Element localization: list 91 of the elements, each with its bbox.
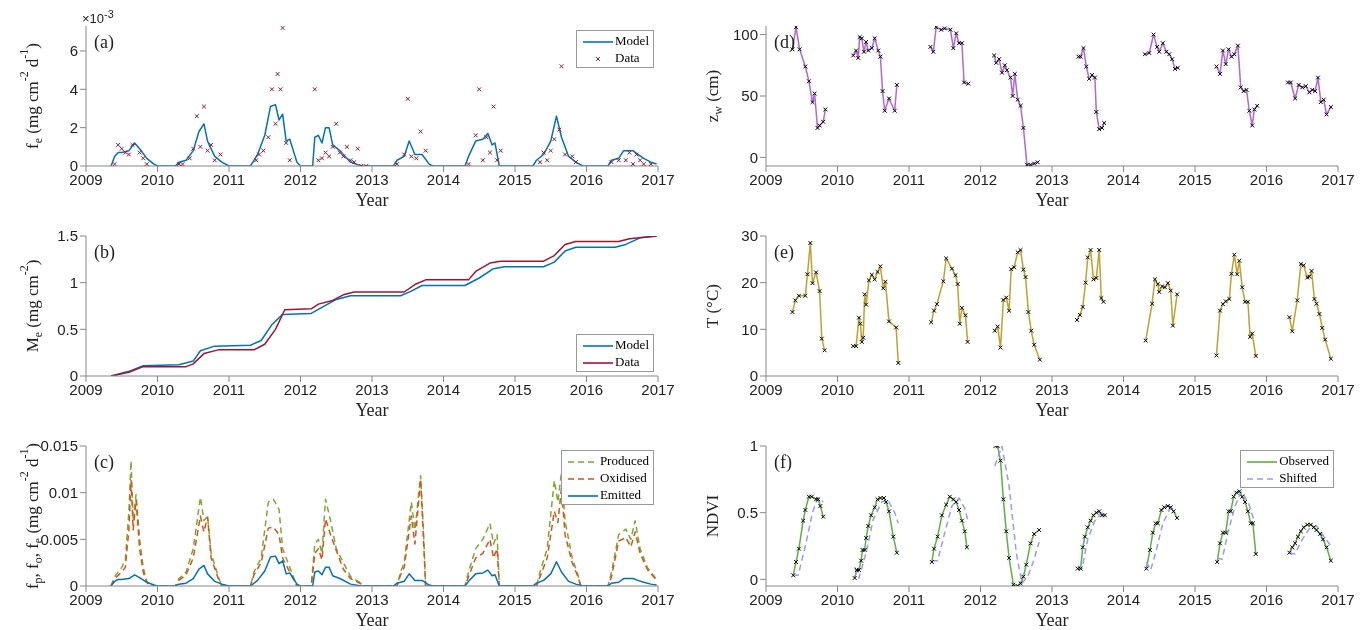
x-axis-title: Year xyxy=(1035,610,1069,630)
x-tick-label: 2011 xyxy=(212,590,246,608)
y-tick-label: 0 xyxy=(749,148,758,166)
y-tick-label: 1 xyxy=(69,273,78,291)
y-tick-label: 2 xyxy=(69,118,78,136)
y-tick-label: 0.01 xyxy=(48,483,78,501)
x-tick-label: 2010 xyxy=(140,170,175,188)
y-tick-label: 100 xyxy=(732,25,758,43)
y-axis-title: T (°C) xyxy=(703,284,722,328)
y-axis-title: NDVI xyxy=(703,494,722,538)
x-tick-label: 2013 xyxy=(1035,380,1069,398)
x-axis-title: Year xyxy=(1035,190,1069,210)
x-tick-label: 2015 xyxy=(498,380,532,398)
x-tick-label: 2013 xyxy=(1035,170,1069,188)
x-tick-label: 2016 xyxy=(1249,170,1284,188)
legend-label: Model xyxy=(615,33,649,48)
annotation: (c) xyxy=(94,452,114,473)
x-tick-label: 2010 xyxy=(140,380,175,398)
annotation: (e) xyxy=(774,242,794,263)
x-tick-label: 2017 xyxy=(641,590,675,608)
x-tick-label: 2015 xyxy=(1178,590,1212,608)
x-tick-label: 2016 xyxy=(569,380,604,398)
legend-label: Produced xyxy=(599,453,649,468)
x-tick-label: 2016 xyxy=(1249,590,1284,608)
x-tick-label: 2014 xyxy=(426,590,461,608)
x-tick-label: 2014 xyxy=(1106,590,1141,608)
x-tick-label: 2013 xyxy=(355,590,389,608)
x-tick-label: 2017 xyxy=(641,170,675,188)
x-axis-title: Year xyxy=(355,190,389,210)
x-tick-label: 2010 xyxy=(820,380,855,398)
legend-label: Observed xyxy=(1279,453,1329,468)
x-tick-label: 2011 xyxy=(892,170,926,188)
x-tick-label: 2017 xyxy=(641,380,675,398)
x-axis-title: Year xyxy=(1035,400,1069,420)
x-tick-label: 2011 xyxy=(212,170,246,188)
x-tick-label: 2017 xyxy=(1321,380,1355,398)
annotation: (a) xyxy=(94,32,114,53)
y-tick-label: 50 xyxy=(741,87,758,105)
x-tick-label: 2015 xyxy=(498,170,532,188)
x-tick-label: 2014 xyxy=(426,380,461,398)
y-tick-label: 10 xyxy=(741,320,758,338)
y-tick-label: 0 xyxy=(749,570,758,588)
y-tick-label: 6 xyxy=(69,42,78,60)
x-tick-label: 2016 xyxy=(1249,380,1284,398)
x-tick-label: 2015 xyxy=(1178,170,1212,188)
legend-label: Data xyxy=(615,50,640,65)
y-tick-label: 20 xyxy=(741,273,758,291)
x-tick-label: 2017 xyxy=(1321,170,1355,188)
y-tick-label: 0.015 xyxy=(40,437,78,455)
x-tick-label: 2016 xyxy=(569,590,604,608)
y-tick-label: 1 xyxy=(749,437,758,455)
x-axis-title: Year xyxy=(355,400,389,420)
x-tick-label: 2012 xyxy=(963,590,998,608)
x-tick-label: 2014 xyxy=(1106,170,1141,188)
x-tick-label: 2012 xyxy=(283,590,318,608)
annotation: (b) xyxy=(94,242,115,263)
x-tick-label: 2009 xyxy=(749,170,783,188)
y-tick-label: 1.5 xyxy=(57,227,78,245)
x-tick-label: 2011 xyxy=(212,380,246,398)
x-tick-label: 2012 xyxy=(283,170,318,188)
x-tick-label: 2011 xyxy=(892,590,926,608)
x-tick-label: 2010 xyxy=(140,590,175,608)
y-tick-label: 0.005 xyxy=(40,530,78,548)
x-tick-label: 2014 xyxy=(426,170,461,188)
x-tick-label: 2013 xyxy=(355,380,389,398)
x-tick-label: 2011 xyxy=(892,380,926,398)
x-tick-label: 2016 xyxy=(569,170,604,188)
legend-label: Oxidised xyxy=(599,470,647,485)
y-tick-label: 0.5 xyxy=(57,320,78,338)
legend-label: Emitted xyxy=(599,487,642,502)
x-tick-label: 2009 xyxy=(749,590,783,608)
x-tick-label: 2014 xyxy=(1106,380,1141,398)
annotation: (f) xyxy=(774,452,792,473)
x-tick-label: 2015 xyxy=(1178,380,1212,398)
x-tick-label: 2012 xyxy=(283,380,318,398)
x-tick-label: 2013 xyxy=(355,170,389,188)
legend-label: Data xyxy=(615,354,640,369)
x-tick-label: 2013 xyxy=(1035,590,1069,608)
annotation: ×10$^{-3}$ xyxy=(82,8,114,27)
y-tick-label: 4 xyxy=(69,80,78,98)
y-tick-label: 0.5 xyxy=(737,503,758,521)
x-tick-label: 2017 xyxy=(1321,590,1355,608)
y-tick-label: 30 xyxy=(741,227,758,245)
x-axis-title: Year xyxy=(355,610,389,630)
legend-label: Shifted xyxy=(1279,470,1317,485)
legend-label: Model xyxy=(615,337,649,352)
x-tick-label: 2012 xyxy=(963,170,998,188)
x-tick-label: 2015 xyxy=(498,590,532,608)
x-tick-label: 2012 xyxy=(963,380,998,398)
x-tick-label: 2010 xyxy=(820,590,855,608)
x-tick-label: 2010 xyxy=(820,170,855,188)
